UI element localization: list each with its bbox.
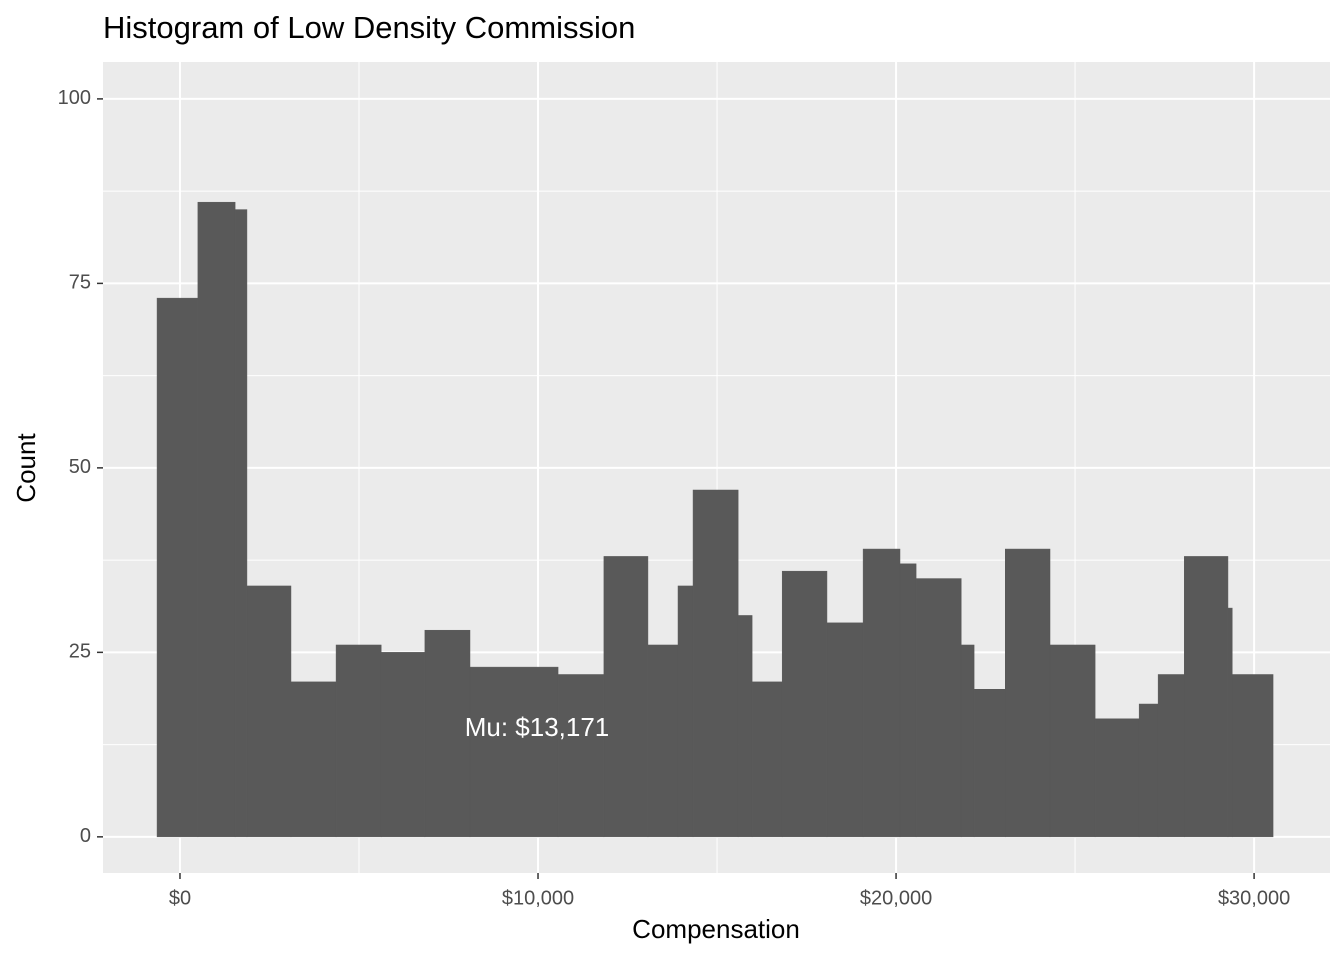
chart-title: Histogram of Low Density Commission [103, 10, 635, 45]
bar [335, 644, 382, 838]
x-tick-label: $20,000 [860, 887, 932, 909]
bar [1157, 674, 1185, 838]
bar [1138, 703, 1159, 838]
x-tick-label: $30,000 [1218, 887, 1290, 909]
bar [751, 681, 783, 838]
bar [234, 209, 248, 838]
y-tick-label: 100 [58, 87, 91, 109]
bar [826, 622, 864, 838]
bar [380, 652, 426, 838]
bar [973, 689, 1006, 838]
bar [1227, 607, 1233, 838]
bar [915, 578, 962, 838]
y-tick-label: 75 [69, 272, 91, 294]
bar [737, 615, 753, 838]
y-tick-label: 25 [69, 641, 91, 663]
bar [1184, 556, 1229, 838]
y-axis-label: Count [11, 433, 41, 503]
bar [862, 548, 901, 838]
bar [469, 666, 559, 838]
bar [899, 563, 917, 838]
bar [1049, 644, 1096, 838]
bar [677, 585, 694, 838]
x-tick-label: $0 [169, 887, 191, 909]
bar [781, 570, 828, 838]
bar [424, 629, 471, 838]
bar [156, 297, 199, 838]
bar [960, 644, 975, 838]
bar [290, 681, 337, 838]
bar [1094, 718, 1140, 838]
y-tick-label: 0 [80, 825, 91, 847]
bar [1005, 548, 1051, 838]
annotation: Mu: $13,171 [465, 712, 610, 742]
bar [246, 585, 292, 838]
bar [557, 674, 605, 838]
bar [692, 489, 739, 838]
bar [197, 201, 236, 838]
bar [1232, 674, 1274, 838]
x-axis-label: Compensation [632, 914, 800, 944]
bar [647, 644, 679, 838]
y-tick-label: 50 [69, 456, 91, 478]
x-tick-label: $10,000 [502, 887, 574, 909]
bar [603, 556, 649, 838]
